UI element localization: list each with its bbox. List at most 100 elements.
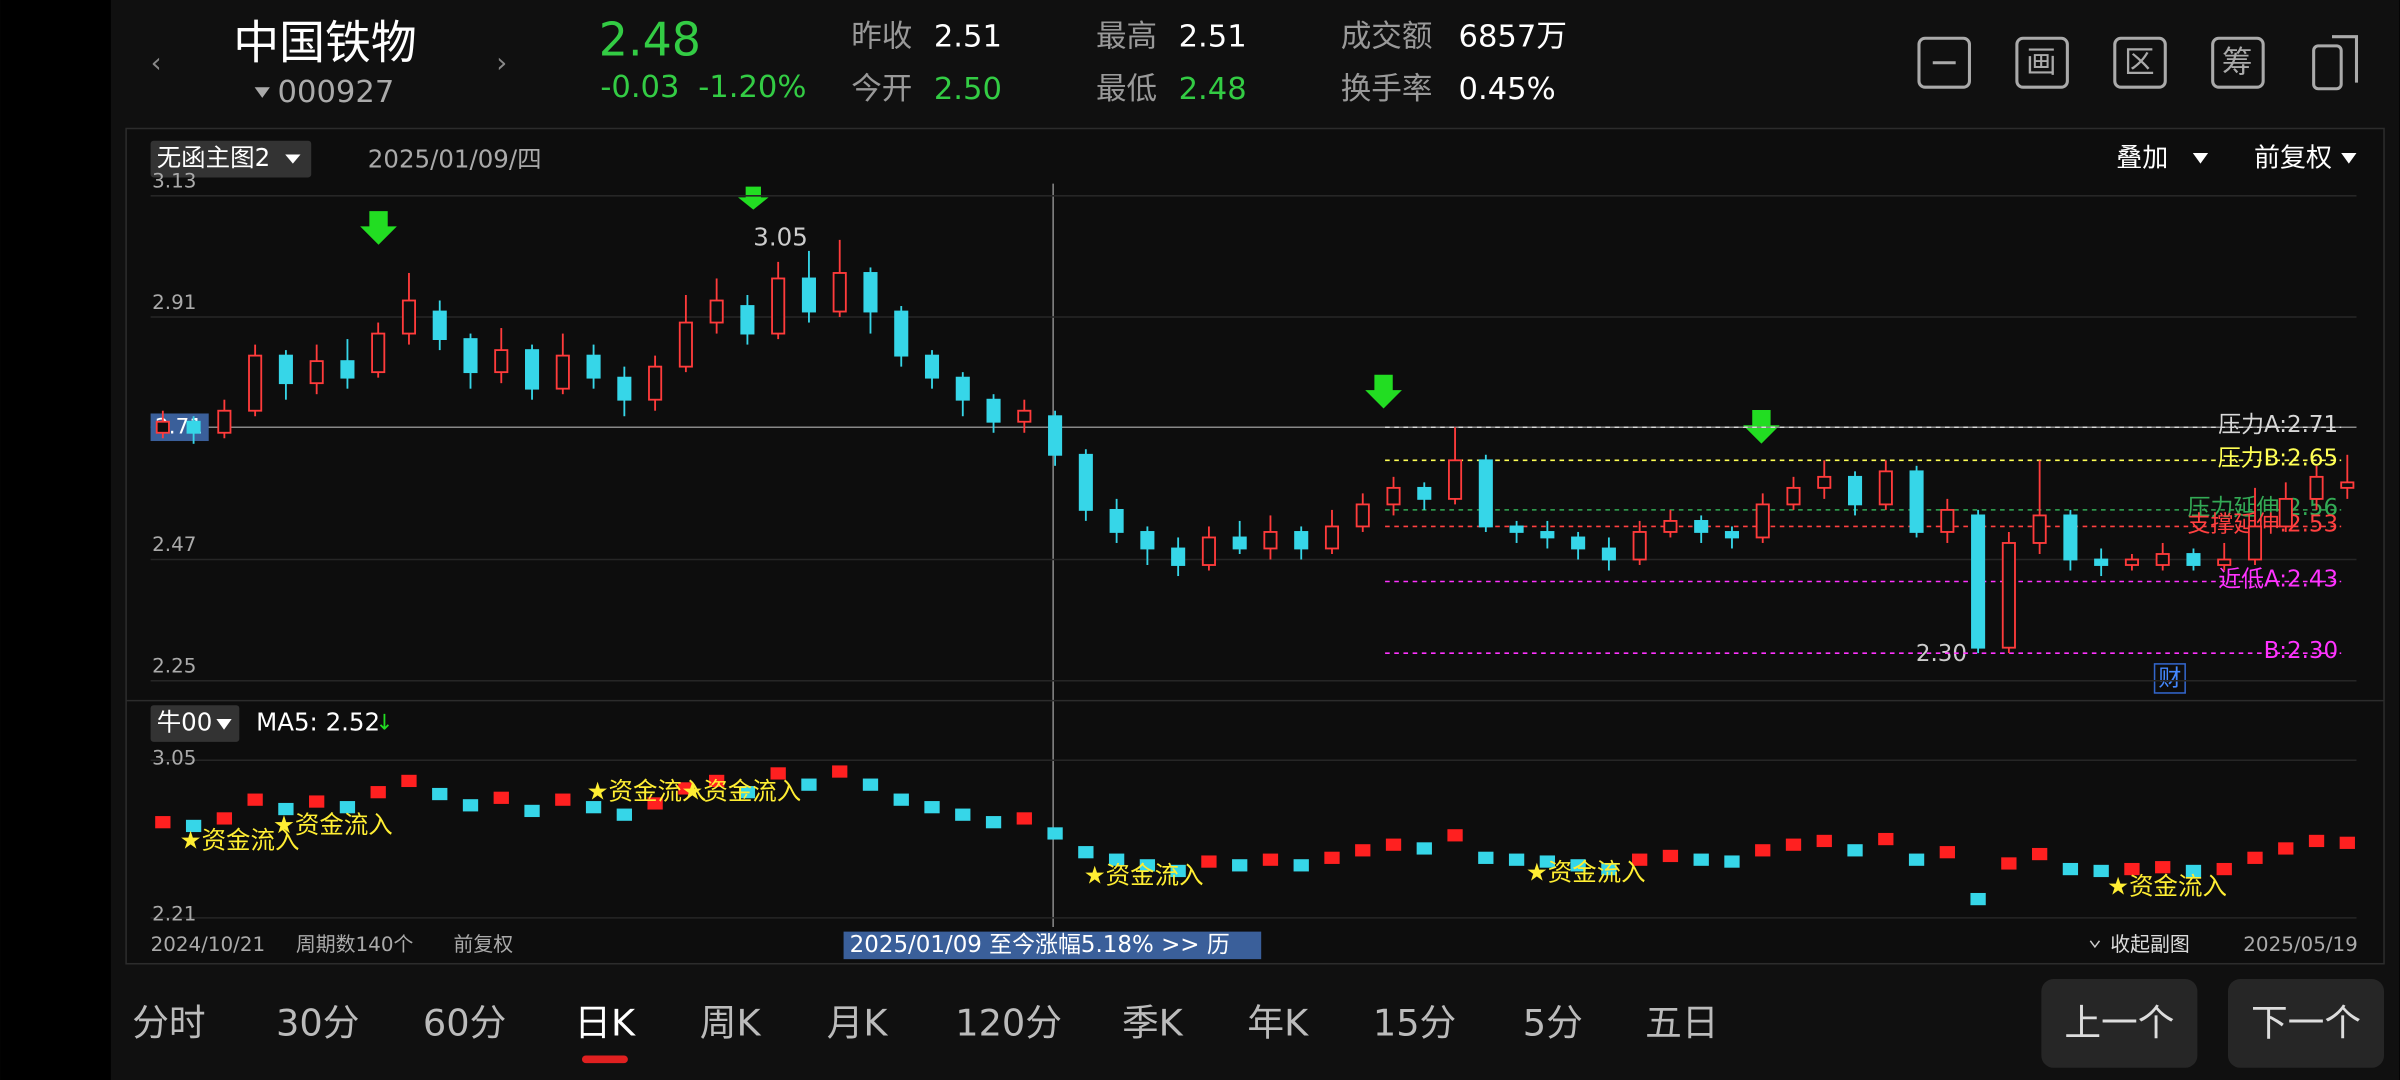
sub-indicator-select[interactable] [150, 705, 240, 742]
candle-body [709, 299, 724, 324]
icon-minimize[interactable] [1917, 36, 1971, 89]
high-label: 3.05 [753, 223, 807, 252]
icon-label: 区 [2124, 46, 2155, 81]
period-tab[interactable]: 年K [1247, 1001, 1309, 1044]
start-date: 2024/10/21 [151, 933, 266, 956]
period-tab[interactable]: 周K [700, 1001, 762, 1044]
candle-body [2001, 542, 2016, 649]
period-tab[interactable]: 五日 [1645, 1001, 1718, 1044]
finance-tag-box[interactable] [2153, 663, 2186, 694]
flow-bar [955, 808, 971, 821]
candle-body [1509, 525, 1524, 533]
flow-bar [278, 802, 294, 816]
ma-label: MA5: 2.52 [256, 708, 380, 737]
prev-stock[interactable]: ‹ [151, 47, 162, 79]
icon-draw[interactable] [2015, 36, 2069, 89]
flow-bar [1816, 834, 1832, 848]
candle-body [1048, 415, 1063, 456]
period-tab[interactable]: 季K [1122, 1001, 1184, 1044]
flow-bar [2155, 861, 2171, 874]
period-tab[interactable]: 30分 [276, 1001, 359, 1044]
level-label: B:2.30 [2264, 638, 2339, 664]
candle-body [1109, 508, 1124, 533]
candle-body [1294, 531, 1309, 550]
flow-bar [401, 774, 417, 788]
signal-arrow [738, 186, 769, 210]
candle-body [525, 349, 540, 390]
icon-range[interactable] [2113, 36, 2167, 89]
caret [2192, 152, 2209, 164]
candle-body [2155, 553, 2170, 566]
stat-value: 0.45% [1459, 72, 1556, 107]
flow-bar [770, 767, 786, 780]
flow-bar [2093, 864, 2109, 878]
flow-bar [2216, 862, 2232, 876]
candle-body [1724, 531, 1740, 539]
level-label: 压力A:2.71 [2218, 412, 2338, 438]
flow-bar [1108, 853, 1125, 866]
adjust-button[interactable]: 前复权 [2254, 144, 2332, 174]
period-tab[interactable]: 日K [574, 1001, 636, 1044]
candle-body [1417, 486, 1432, 500]
next-stock[interactable]: › [496, 47, 507, 79]
candle-body [1263, 531, 1278, 550]
caret [285, 154, 301, 164]
flow-bar [370, 786, 386, 799]
flow-bar [1601, 862, 1617, 876]
flow-bar [1478, 851, 1494, 864]
stock-code: 000927 [278, 75, 395, 110]
stat-label: 昨收 [851, 20, 912, 55]
stat-value: 2.48 [1179, 72, 1247, 107]
flow-bar [924, 801, 940, 814]
candle-body [1078, 453, 1093, 511]
period-tab[interactable]: 分时 [132, 1001, 205, 1044]
stat-label: 今开 [851, 72, 912, 107]
candle-body [2124, 558, 2139, 566]
candle-body [924, 354, 940, 379]
candle-body [1540, 531, 1555, 539]
icon-phone[interactable] [2312, 44, 2343, 91]
change: -0.03 [600, 70, 679, 105]
period-tab[interactable]: 60分 [423, 1001, 506, 1044]
candle-body [1817, 475, 1832, 489]
next-button[interactable] [2227, 979, 2385, 1068]
period-tab[interactable]: 月K [827, 1001, 889, 1044]
flow-bar [2278, 842, 2294, 855]
flow-bar [832, 765, 848, 778]
range-info-bg[interactable] [843, 931, 1262, 960]
candle-body [1847, 475, 1863, 506]
flow-bar [1139, 859, 1156, 872]
period-tab[interactable]: 5分 [1523, 1001, 1583, 1044]
stat-label: 换手率 [1341, 72, 1433, 107]
cursor-date: 2025/01/09/四 [368, 145, 542, 174]
caret [2341, 152, 2357, 164]
prev-button[interactable] [2041, 979, 2198, 1068]
flow-bar [2185, 864, 2202, 878]
candle-body [2309, 475, 2324, 500]
flow-bar [1724, 855, 1740, 868]
stat-value: 2.51 [1179, 20, 1247, 55]
flow-bar [1539, 855, 1556, 868]
indicator-select[interactable] [150, 140, 312, 178]
candle-body [617, 376, 632, 401]
icon-label: 筹 [2222, 46, 2253, 81]
period-tab[interactable]: 15分 [1373, 1001, 1456, 1044]
flow-bar [2247, 851, 2263, 864]
candle-body [2247, 525, 2263, 561]
level-label: 支撑延伸:2.53 [2188, 511, 2339, 537]
y-tick-label: 3.05 [152, 746, 196, 769]
candle-body [1940, 508, 1955, 533]
candle-body [1448, 459, 1463, 500]
candle-body [1478, 459, 1493, 528]
icon-chips[interactable] [2211, 36, 2265, 89]
collapse-button[interactable]: 收起副图 [2110, 933, 2190, 956]
candle-body [1386, 486, 1401, 506]
flow-bar [1785, 838, 1802, 851]
flow-bar [1047, 827, 1063, 840]
candle-body [278, 354, 293, 385]
candle-body [2186, 553, 2201, 566]
overlay-button[interactable]: 叠加 [2116, 144, 2168, 174]
stat-label: 成交额 [1341, 20, 1433, 55]
flow-bar [1170, 864, 1186, 878]
period-tab[interactable]: 120分 [955, 1001, 1062, 1044]
